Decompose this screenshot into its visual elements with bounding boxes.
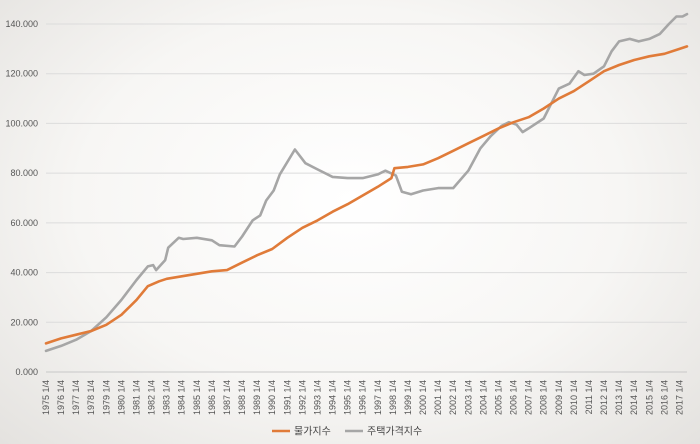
x-tick-label: 2010 1/4 [569, 380, 579, 415]
x-tick-label: 2000 1/4 [418, 380, 428, 415]
x-tick-label: 1983 1/4 [162, 380, 172, 415]
x-tick-label: 1979 1/4 [101, 380, 111, 415]
x-tick-label: 1976 1/4 [56, 380, 66, 415]
y-tick-label: 100.000 [5, 118, 38, 128]
y-tick-label: 60.000 [10, 218, 38, 228]
y-tick-label: 0.000 [15, 367, 38, 377]
x-tick-label: 1989 1/4 [252, 380, 262, 415]
x-tick-label: 1984 1/4 [177, 380, 187, 415]
y-tick-label: 40.000 [10, 268, 38, 278]
y-tick-label: 140.000 [5, 19, 38, 29]
x-tick-label: 2017 1/4 [674, 380, 684, 415]
x-tick-label: 1987 1/4 [222, 380, 232, 415]
x-tick-label: 1982 1/4 [147, 380, 157, 415]
x-tick-label: 2007 1/4 [524, 380, 534, 415]
x-tick-label: 1999 1/4 [403, 380, 413, 415]
x-tick-label: 2009 1/4 [554, 380, 564, 415]
x-tick-label: 1978 1/4 [86, 380, 96, 415]
x-tick-label: 2011 1/4 [584, 380, 594, 414]
x-tick-label: 2016 1/4 [659, 380, 669, 415]
x-tick-label: 2001 1/4 [433, 380, 443, 415]
x-tick-label: 1996 1/4 [358, 380, 368, 415]
x-tick-label: 2004 1/4 [478, 380, 488, 415]
x-tick-label: 2014 1/4 [629, 380, 639, 415]
legend-label: 주택가격지수 [367, 425, 422, 438]
series-line-0 [44, 45, 689, 345]
x-tick-label: 2003 1/4 [463, 380, 473, 415]
x-tick-label: 1990 1/4 [267, 380, 277, 415]
x-tick-label: 2006 1/4 [509, 380, 519, 415]
x-tick-label: 1977 1/4 [71, 380, 81, 415]
x-tick-label: 2013 1/4 [614, 380, 624, 415]
x-tick-label: 1988 1/4 [237, 380, 247, 415]
x-tick-label: 2008 1/4 [539, 380, 549, 415]
x-tick-label: 1998 1/4 [388, 380, 398, 415]
x-tick-label: 2002 1/4 [448, 380, 458, 415]
y-tick-label: 120.000 [5, 69, 38, 79]
y-tick-label: 20.000 [10, 317, 38, 327]
x-tick-label: 1992 1/4 [297, 380, 307, 415]
x-tick-label: 1986 1/4 [207, 380, 217, 415]
legend: 물가지수 주택가격지수 [272, 425, 422, 438]
y-tick-label: 80.000 [10, 168, 38, 178]
x-tick-label: 1993 1/4 [312, 380, 322, 415]
x-tick-label: 1985 1/4 [192, 380, 202, 415]
legend-label: 물가지수 [294, 426, 331, 438]
series-line-1 [44, 12, 689, 353]
x-tick-label: 1997 1/4 [373, 380, 383, 415]
x-tick-label: 2012 1/4 [599, 380, 609, 415]
x-tick-label: 1994 1/4 [328, 380, 338, 415]
x-tick-label: 2005 1/4 [493, 380, 503, 415]
x-tick-label: 1980 1/4 [116, 380, 126, 415]
x-axis-ticks: 1975 1/4 1976 1/4 1977 1/4 1978 1/4 1979 1/4… [41, 380, 684, 415]
x-tick-label: 1995 1/4 [343, 380, 353, 415]
x-tick-label: 2015 1/4 [644, 380, 654, 415]
y-axis-ticks: 0.000 20.000 40.000 60.000 80.000 100.000 120.… [5, 19, 38, 377]
x-tick-label: 1975 1/4 [41, 380, 51, 415]
x-tick-label: 1981 1/4 [131, 380, 141, 415]
grid-lines [46, 23, 687, 373]
series-lines [44, 12, 689, 353]
x-tick-label: 1991 1/4 [282, 380, 292, 415]
